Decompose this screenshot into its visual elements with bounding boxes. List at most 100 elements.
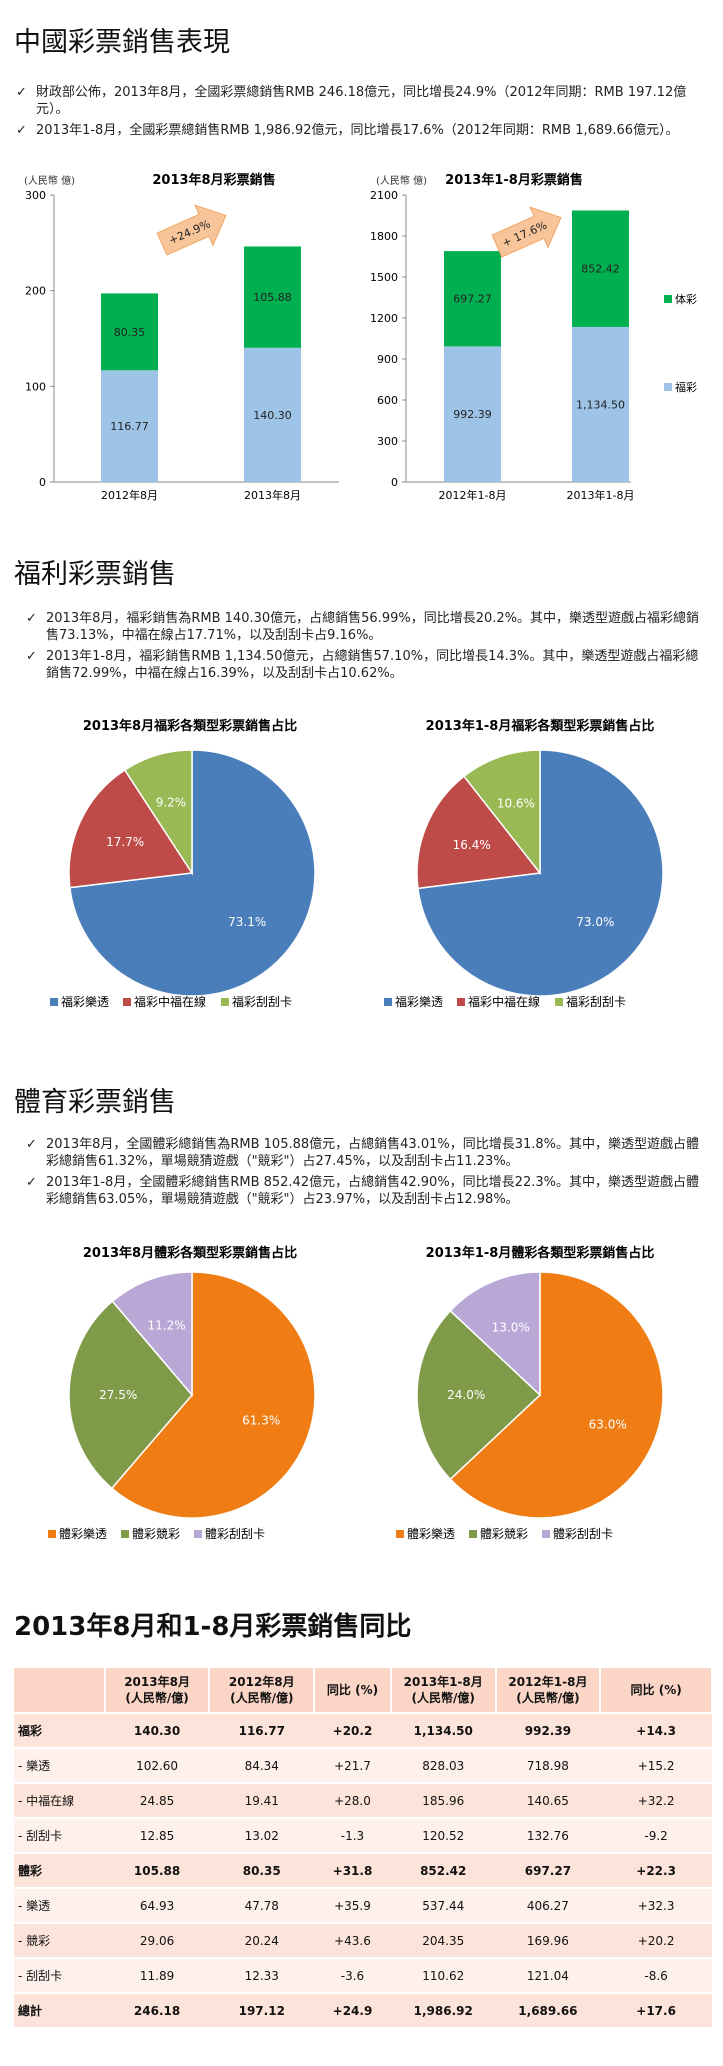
table-cell: 13.02 (209, 1817, 315, 1853)
check-icon: ✓ (16, 85, 27, 100)
table-cell: 197.12 (209, 1992, 315, 2027)
table-cell: -3.6 (314, 1957, 391, 1993)
pie-slice (416, 775, 542, 890)
data-label: 992.39 (453, 408, 492, 421)
legend-label: 體彩競彩 (480, 1526, 528, 1541)
table-cell: -1.3 (314, 1817, 391, 1853)
legend-swatch (221, 998, 229, 1006)
bullet-item: ✓ 2013年8月，福彩銷售為RMB 140.30億元，占總銷售56.99%，同比… (24, 610, 704, 644)
table-header-cell: 2012年1-8月 (人民幣/億) (495, 1668, 602, 1713)
legend-label: 福彩刮刮卡 (232, 994, 292, 1009)
slice-label: 9.2% (156, 795, 187, 809)
table-cell: - 樂透 (14, 1887, 105, 1923)
table-cell: 204.35 (390, 1922, 496, 1958)
slice-label: 17.7% (106, 835, 144, 849)
pie-slice (110, 1271, 316, 1519)
table-cell: 102.60 (104, 1747, 210, 1783)
pie-slice (111, 1271, 193, 1398)
unit-label: (人民幣 億) (24, 174, 75, 187)
chart-title: 2013年1-8月體彩各類型彩票銷售占比 (426, 1245, 655, 1261)
bullet-item: ✓ 2013年1-8月，福彩銷售RMB 1,134.50億元，占總銷售57.10%… (24, 648, 704, 682)
table-cell: 697.27 (495, 1852, 601, 1888)
legend-label: 體彩刮刮卡 (553, 1527, 613, 1541)
table-cell: 121.04 (495, 1957, 601, 1993)
table-cell: 116.77 (209, 1712, 315, 1748)
y-tick-label: 300 (377, 435, 398, 448)
growth-arrow: +24.9% (156, 204, 227, 256)
table-cell: 體彩 (14, 1852, 105, 1888)
legend-label: 福彩樂透 (61, 994, 109, 1009)
pie-slice (449, 1271, 664, 1519)
pie-slice (462, 749, 541, 876)
table-row: - 中福在線 24.85 19.41 +28.0 185.96 140.65 +32.2 (14, 1782, 712, 1818)
table-cell: +24.9 (314, 1992, 391, 2027)
table-cell: 1,134.50 (390, 1712, 496, 1748)
y-tick-label: 2100 (370, 189, 398, 202)
slice-label: 61.3% (242, 1414, 280, 1428)
slice-label: 10.6% (497, 796, 535, 810)
legend-swatch (457, 998, 465, 1006)
pie-chart-sports-jan-aug: 2013年1-8月體彩各類型彩票銷售占比 63.0% 24.0% 13.0% 體彩樂透 體… (396, 1245, 664, 1541)
data-label: 105.88 (253, 291, 292, 304)
table-cell: 185.96 (390, 1782, 496, 1818)
x-tick-label: 2013年1-8月 (567, 488, 635, 502)
growth-arrow-shape (156, 204, 227, 256)
table-cell: 12.33 (209, 1957, 315, 1993)
legend-swatch (664, 383, 672, 391)
y-tick-label: 300 (25, 189, 46, 202)
table-cell: 20.24 (209, 1922, 315, 1958)
legend-swatch (123, 998, 131, 1006)
y-tick-label: 0 (391, 476, 398, 489)
table-row: - 樂透 64.93 47.78 +35.9 537.44 406.27 +32.3 (14, 1887, 712, 1923)
legend-label: 體彩競彩 (132, 1526, 180, 1541)
legend-swatch (384, 998, 392, 1006)
table-cell: +21.7 (314, 1747, 391, 1783)
table-cell: 828.03 (390, 1747, 496, 1783)
table-cell: 132.76 (495, 1817, 601, 1853)
legend-swatch (121, 1530, 129, 1538)
bar-segment (244, 246, 301, 348)
pie-slice (68, 768, 194, 889)
bar-chart-jan-aug: 2013年1-8月彩票銷售 (人民幣 億) 0 300 600 900 1200 1500 18… (370, 172, 697, 502)
welfare-bullets: ✓ 2013年8月，福彩銷售為RMB 140.30億元，占總銷售56.99%，同比… (24, 610, 704, 686)
table-cell: 140.65 (495, 1782, 601, 1818)
legend-swatch (542, 1530, 550, 1538)
table-cell: 19.41 (209, 1782, 315, 1818)
table-cell: - 刮刮卡 (14, 1817, 105, 1853)
bar-segment (444, 251, 501, 347)
table-header-cell: 同比 (%) (600, 1668, 713, 1713)
data-label: 140.30 (253, 409, 292, 422)
table-header-cell: 2013年8月 (人民幣/億) (104, 1668, 211, 1713)
bar-segment (101, 370, 158, 482)
table-cell: - 中福在線 (14, 1782, 105, 1818)
slice-label: 27.5% (99, 1388, 137, 1402)
table-cell: 47.78 (209, 1887, 315, 1923)
pie-slice (68, 1300, 193, 1490)
pie-slice (449, 1271, 541, 1397)
bar-chart-aug: 2013年8月彩票銷售 (人民幣 億) 0 100 200 300 116.77 80.35 2… (24, 172, 339, 502)
table-cell: +32.2 (600, 1782, 712, 1818)
legend-label: 福彩中福在線 (134, 994, 206, 1009)
table-cell: 80.35 (209, 1852, 315, 1888)
table-header-cell: 同比 (%) (314, 1668, 392, 1713)
bar-segment (101, 293, 158, 371)
legend-label: 體彩刮刮卡 (205, 1527, 265, 1541)
table-row: 總計 246.18 197.12 +24.9 1,986.92 1,689.66 +17.6 (14, 1992, 712, 2027)
table-cell: +43.6 (314, 1922, 391, 1958)
y-tick-label: 1800 (370, 230, 398, 243)
table-cell: - 樂透 (14, 1747, 105, 1783)
legend-swatch (396, 1530, 404, 1538)
y-tick-label: 0 (39, 476, 46, 489)
pie-chart-sports-aug: 2013年8月體彩各類型彩票銷售占比 61.3% 27.5% 11.2% 體彩樂透 體彩競… (48, 1245, 316, 1541)
table-header-row: 2013年8月 (人民幣/億) 2012年8月 (人民幣/億) 同比 (%) 2013… (14, 1668, 713, 1713)
table-cell: 福彩 (14, 1712, 105, 1748)
bullet-text: 2013年8月，全國體彩總銷售為RMB 105.88億元，占總銷售43.01%，… (46, 1137, 700, 1169)
check-icon: ✓ (26, 649, 37, 664)
bar-segment (444, 346, 501, 482)
table-cell: 11.89 (104, 1957, 210, 1993)
legend-label: 福彩中福在線 (468, 994, 540, 1009)
slice-label: 73.0% (576, 915, 614, 929)
table-cell: +17.6 (600, 1992, 712, 2027)
table-header-cell (14, 1668, 106, 1713)
y-tick-label: 900 (377, 353, 398, 366)
